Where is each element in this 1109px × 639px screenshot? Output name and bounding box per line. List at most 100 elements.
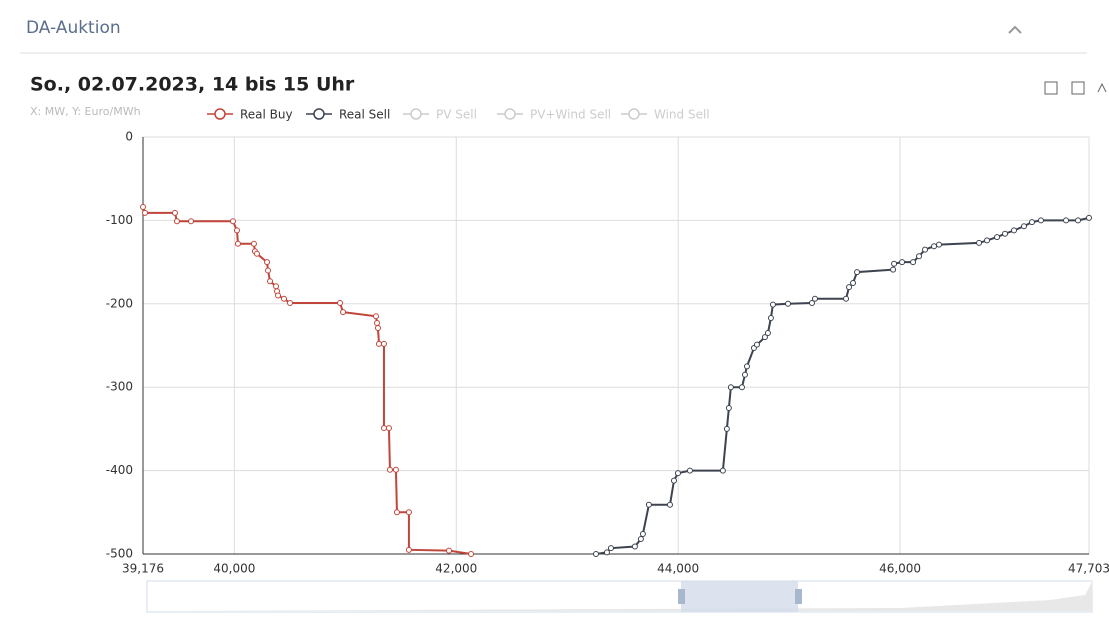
data-point [727,384,734,391]
legend-icon [313,108,325,120]
data-point [373,319,380,326]
legend-label[interactable]: Real Buy [240,108,293,122]
zoom-icon[interactable] [1044,81,1058,95]
data-point [846,284,853,291]
y-tick-label: -500 [106,547,133,561]
legend-label[interactable]: Real Sell [339,108,390,122]
data-point [140,204,146,211]
data-point [607,545,614,552]
data-point [631,543,638,550]
data-point [666,501,673,508]
x-tick-label: 42,000 [435,562,477,576]
chart-subtitle: X: MW, Y: Euro/MWh [30,105,141,118]
data-point [281,295,288,302]
legend-icon [628,108,640,120]
legend-icon [504,108,516,120]
x-tick-label: 44,000 [657,562,699,576]
data-point [761,334,768,341]
data-point [811,295,818,302]
data-point [141,209,148,216]
data-point [850,279,857,286]
data-point [374,324,381,331]
data-point [910,259,917,266]
zoom-handle[interactable] [795,589,802,604]
data-point [976,239,983,246]
data-point [769,301,776,308]
data-point [1011,227,1018,234]
data-point [173,218,180,225]
data-point [719,467,726,474]
data-point [808,299,815,306]
data-point [936,241,943,248]
chart-title: So., 02.07.2023, 14 bis 15 Uhr [30,74,355,96]
data-point [674,470,681,477]
data-point [891,260,898,267]
legend-label[interactable]: PV Sell [436,108,477,122]
reset-icon[interactable] [1071,81,1085,95]
zoom-window[interactable] [681,581,798,612]
zoom-shadow [147,582,1092,611]
data-point [392,466,399,473]
data-point [854,269,861,276]
data-point [273,283,280,290]
data-point [1075,217,1082,224]
data-point [931,243,938,250]
data-point [1020,223,1027,230]
data-point [738,384,745,391]
data-point [337,299,344,306]
data-point [984,237,991,244]
data-point [785,300,792,307]
legend-icon [214,108,226,120]
data-point [916,253,923,260]
data-point [468,551,475,557]
data-point [637,535,644,542]
data-point [250,240,257,247]
data-point [725,405,732,412]
data-point [1002,230,1009,237]
data-point [1028,219,1035,226]
legend-label[interactable]: PV+Wind Sell [530,108,611,122]
data-point [743,363,750,370]
data-point [723,425,730,432]
data-point [1037,217,1044,224]
data-point [639,530,646,537]
y-tick-label: 0 [125,130,133,144]
data-point [393,509,400,516]
legend-icon [410,108,422,120]
series-line [142,206,472,555]
data-point [340,309,347,316]
data-point [380,340,387,347]
toolbox[interactable] [1044,81,1107,95]
x-tick-label: 46,000 [879,562,921,576]
data-point [994,234,1001,241]
panel-title: DA-Auktion [26,18,121,38]
data-point [890,266,897,273]
data-point [275,292,282,299]
x-tick-label: 40,000 [213,562,255,576]
data-point [286,299,293,306]
data-zoom[interactable] [146,580,1093,613]
chart-icon[interactable] [1097,82,1107,93]
data-point [843,295,850,302]
zoom-handle[interactable] [678,589,685,604]
data-point [753,341,760,348]
data-point [922,246,929,253]
data-point [767,314,774,321]
y-tick-label: -200 [106,296,133,310]
data-point [1086,214,1092,221]
y-tick-label: -100 [106,213,133,227]
data-point [386,466,393,473]
collapse-icon[interactable] [1008,25,1022,34]
data-point [265,267,272,274]
data-point [741,371,748,378]
legend-label[interactable]: Wind Sell [654,108,710,122]
data-point [592,551,599,557]
data-point [670,477,677,484]
data-point [405,546,412,553]
x-tick-label: 39,176 [122,562,164,576]
data-point [603,549,610,556]
data-point [229,218,236,225]
data-point [1063,217,1070,224]
